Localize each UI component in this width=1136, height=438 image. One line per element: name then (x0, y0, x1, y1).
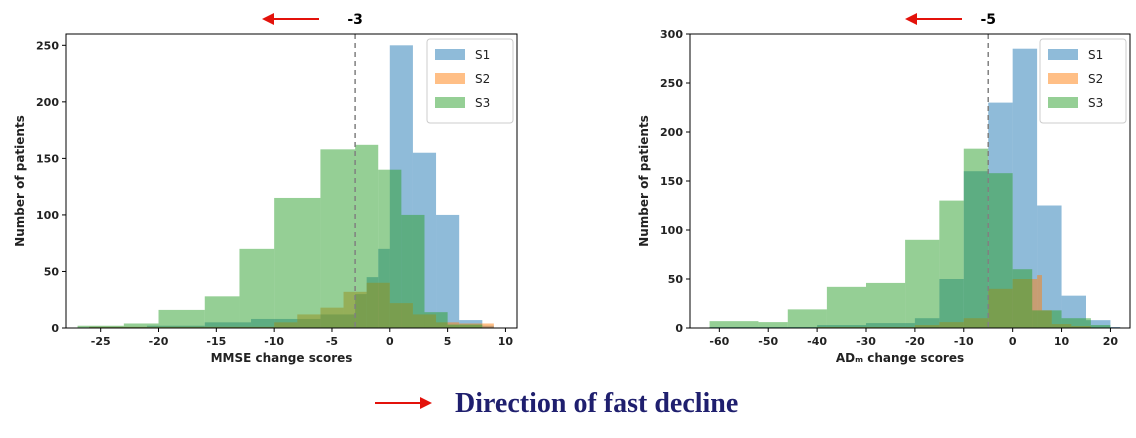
mmse-y-axis-label: Number of patients (13, 115, 27, 247)
adas-bar-s3-9 (1012, 269, 1033, 328)
adas-bar-s3-3 (826, 286, 866, 328)
adas-x-tick-label: 10 (1054, 335, 1070, 348)
adas-threshold-label: -5 (980, 12, 996, 28)
mmse-x-ticks: -25 -20 -15 -10 -5 0 5 10 (91, 328, 514, 348)
mmse-bar-s3-2 (158, 309, 205, 328)
mmse-bar-s3-8 (378, 169, 402, 328)
adas-bar-s3-4 (866, 282, 906, 328)
adas-x-axis-label: ADₘ change scores (836, 351, 964, 365)
adas-bar-s3-2 (787, 309, 827, 328)
adas-bar-s3-1 (758, 322, 788, 328)
adas-y-tick-label: 300 (660, 28, 683, 41)
mmse-x-tick-label: -15 (206, 335, 226, 348)
mmse-legend-swatch-s1 (435, 49, 465, 60)
mmse-y-tick-label: 100 (36, 209, 59, 222)
mmse-y-tick-label: 250 (36, 39, 59, 52)
adas-x-tick-label: 0 (1009, 335, 1017, 348)
adas-histogram: -5 -60 -50 -40 -30 -20 -10 0 10 20 0 50 100 150 200 2… (637, 12, 1131, 365)
adas-y-tick-label: 200 (660, 126, 683, 139)
adas-bar-s3-5 (905, 239, 940, 328)
mmse-x-tick-label: -10 (264, 335, 284, 348)
adas-x-tick-label: -50 (758, 335, 778, 348)
adas-x-tick-label: -60 (709, 335, 729, 348)
mmse-legend: S1 S2 S3 (426, 38, 514, 124)
mmse-bar-s3-11 (447, 324, 483, 328)
adas-x-ticks: -60 -50 -40 -30 -20 -10 0 10 20 (709, 328, 1118, 348)
mmse-y-tick-label: 50 (44, 265, 60, 278)
adas-x-tick-label: -40 (807, 335, 827, 348)
adas-legend-label-s3: S3 (1088, 96, 1103, 110)
mmse-legend-label-s1: S1 (475, 48, 490, 62)
adas-bar-s3-12 (1090, 325, 1111, 328)
mmse-bar-s3-0 (77, 325, 124, 328)
mmse-threshold-label: -3 (347, 12, 363, 28)
adas-legend-swatch-s2 (1048, 73, 1078, 84)
adas-x-tick-label: -30 (856, 335, 876, 348)
adas-y-tick-label: 150 (660, 175, 683, 188)
mmse-x-tick-label: -5 (326, 335, 338, 348)
mmse-histogram: -3 -25 -20 -15 -10 -5 0 5 10 0 50 100 150 200 250 MM… (13, 12, 518, 365)
mmse-y-ticks: 0 50 100 150 200 250 (36, 39, 66, 335)
mmse-x-tick-label: 5 (444, 335, 452, 348)
mmse-x-axis-label: MMSE change scores (211, 351, 353, 365)
mmse-x-tick-label: -20 (149, 335, 169, 348)
adas-decline-arrow-icon (905, 13, 962, 25)
adas-legend-label-s2: S2 (1088, 72, 1103, 86)
adas-bar-s3-11 (1061, 318, 1091, 328)
adas-legend-label-s1: S1 (1088, 48, 1103, 62)
adas-legend: S1 S2 S3 (1039, 38, 1127, 124)
mmse-legend-label-s3: S3 (475, 96, 490, 110)
mmse-bar-s3-6 (320, 149, 356, 328)
mmse-decline-arrow-icon (262, 13, 319, 25)
mmse-bar-s3-5 (274, 197, 321, 328)
adas-bar-s3-6 (939, 200, 964, 328)
mmse-bar-s3-10 (424, 312, 448, 328)
adas-legend-swatch-s3 (1048, 97, 1078, 108)
adas-bar-s3-10 (1032, 310, 1062, 328)
mmse-y-tick-label: 0 (51, 322, 59, 335)
mmse-axes-frame (65, 33, 518, 329)
adas-y-tick-label: 250 (660, 77, 683, 90)
adas-bar-s3-7 (963, 148, 989, 328)
mmse-bar-s3-1 (123, 323, 159, 328)
mmse-bar-s3-7 (355, 144, 379, 328)
mmse-y-tick-label: 150 (36, 152, 59, 165)
mmse-x-tick-label: -25 (91, 335, 111, 348)
mmse-legend-label-s2: S2 (475, 72, 490, 86)
mmse-bar-s1-10 (436, 214, 460, 328)
adas-x-tick-label: -20 (905, 335, 925, 348)
adas-bars (709, 48, 1121, 328)
mmse-legend-swatch-s2 (435, 73, 465, 84)
caption: Direction of fast decline (375, 388, 738, 419)
adas-y-tick-label: 100 (660, 224, 683, 237)
adas-y-tick-label: 0 (675, 322, 683, 335)
mmse-bar-s3-4 (239, 248, 275, 328)
mmse-bar-s3-9 (401, 214, 425, 328)
adas-bar-s3-0 (709, 321, 759, 328)
adas-bar-s3-8 (988, 173, 1013, 328)
adas-y-axis-label: Number of patients (637, 115, 651, 247)
adas-bar-s1-10 (1086, 320, 1111, 328)
adas-y-tick-label: 50 (668, 273, 684, 286)
adas-legend-swatch-s1 (1048, 49, 1078, 60)
adas-x-tick-label: 20 (1103, 335, 1119, 348)
caption-arrow-icon (375, 397, 432, 409)
mmse-bar-s3-3 (204, 296, 240, 328)
mmse-bar-s2-10 (482, 323, 494, 328)
mmse-legend-swatch-s3 (435, 97, 465, 108)
adas-bar-s2-6 (1037, 275, 1042, 328)
mmse-y-tick-label: 200 (36, 96, 59, 109)
adas-x-tick-label: -10 (954, 335, 974, 348)
caption-text: Direction of fast decline (455, 388, 738, 419)
mmse-x-tick-label: 0 (386, 335, 394, 348)
mmse-x-tick-label: 10 (498, 335, 514, 348)
adas-y-ticks: 0 50 100 150 200 250 300 (660, 28, 690, 335)
mmse-bars (77, 45, 494, 329)
